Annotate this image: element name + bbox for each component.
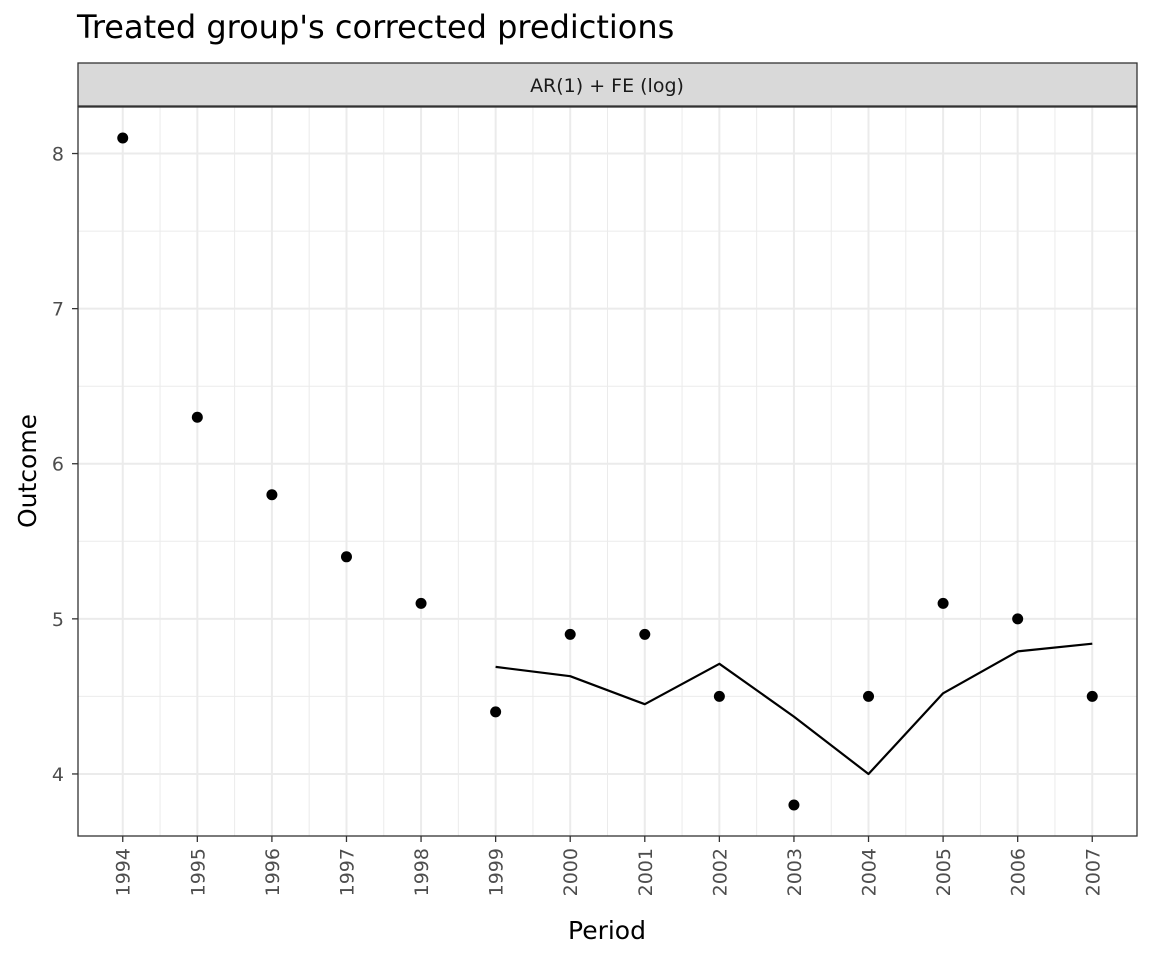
x-tick-label: 2000 — [560, 848, 582, 896]
x-tick-label: 2001 — [635, 848, 657, 896]
data-point-2000 — [564, 628, 576, 640]
point-layer — [117, 132, 1098, 811]
x-tick-label: 1996 — [262, 848, 284, 896]
facet-strip — [77, 62, 1138, 107]
chart-title: Treated group's corrected predictions — [77, 8, 675, 46]
series-line — [495, 642, 1093, 776]
data-point-1998 — [415, 597, 427, 609]
grid-layer — [78, 107, 1137, 836]
data-point-1997 — [340, 551, 352, 563]
x-tick-label: 2004 — [859, 848, 881, 896]
x-tick-label: 1999 — [486, 848, 508, 896]
x-tick-label: 2007 — [1082, 848, 1104, 896]
x-tick-label: 2002 — [709, 848, 731, 896]
x-tick-label: 1994 — [113, 848, 135, 896]
x-tick-label: 2006 — [1008, 848, 1030, 896]
data-point-2004 — [863, 690, 875, 702]
y-tick-label: 5 — [52, 609, 64, 631]
data-point-1995 — [191, 411, 203, 423]
y-axis: 4 5 6 7 8 — [52, 144, 78, 786]
data-point-1999 — [490, 706, 502, 718]
facet-label: AR(1) + FE (log) — [530, 75, 684, 97]
x-tick-label: 1998 — [411, 848, 433, 896]
data-point-1996 — [266, 489, 278, 501]
data-point-2007 — [1086, 690, 1098, 702]
x-axis-title: Period — [568, 916, 646, 945]
data-point-2002 — [713, 690, 725, 702]
y-axis-title: Outcome — [13, 414, 42, 528]
x-axis: 1994 1995 1996 1997 1998 1999 2000 2001 2002 2003… — [113, 836, 1104, 896]
data-point-2001 — [639, 628, 651, 640]
x-tick-label: 2003 — [784, 848, 806, 896]
y-tick-label: 4 — [52, 764, 64, 786]
line-layer — [495, 642, 1093, 776]
data-point-2003 — [788, 799, 800, 811]
x-tick-label: 1997 — [336, 848, 358, 896]
y-tick-label: 8 — [52, 144, 64, 166]
x-tick-label: 1995 — [187, 848, 209, 896]
y-tick-label: 6 — [52, 454, 64, 476]
data-point-2006 — [1012, 613, 1024, 625]
data-point-1994 — [117, 132, 129, 144]
y-tick-label: 7 — [52, 299, 64, 321]
x-tick-label: 2005 — [933, 848, 955, 896]
panel-border — [77, 106, 1138, 837]
data-point-2005 — [937, 597, 949, 609]
